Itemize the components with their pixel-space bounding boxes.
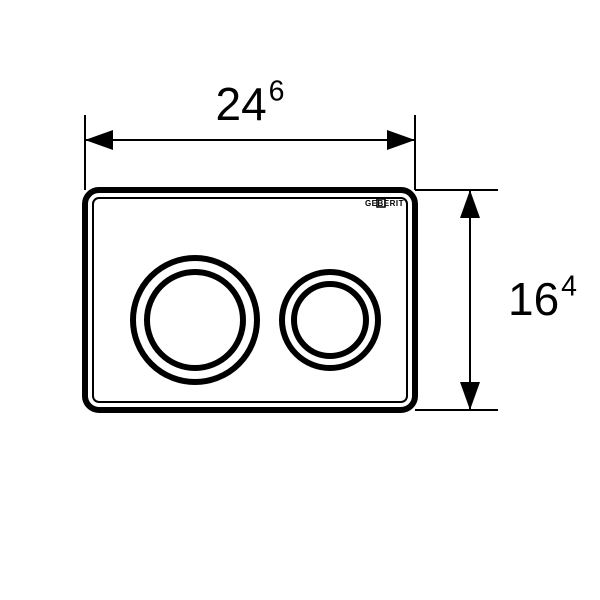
dimension-drawing: 246 164 GEBERIT <box>0 0 600 600</box>
brand-label: GEBERIT <box>365 199 404 208</box>
width-dimension-label: 246 <box>215 76 284 130</box>
flush-button-small <box>282 272 378 368</box>
height-dimension-label: 164 <box>508 271 577 325</box>
flush-button-large <box>133 258 257 382</box>
